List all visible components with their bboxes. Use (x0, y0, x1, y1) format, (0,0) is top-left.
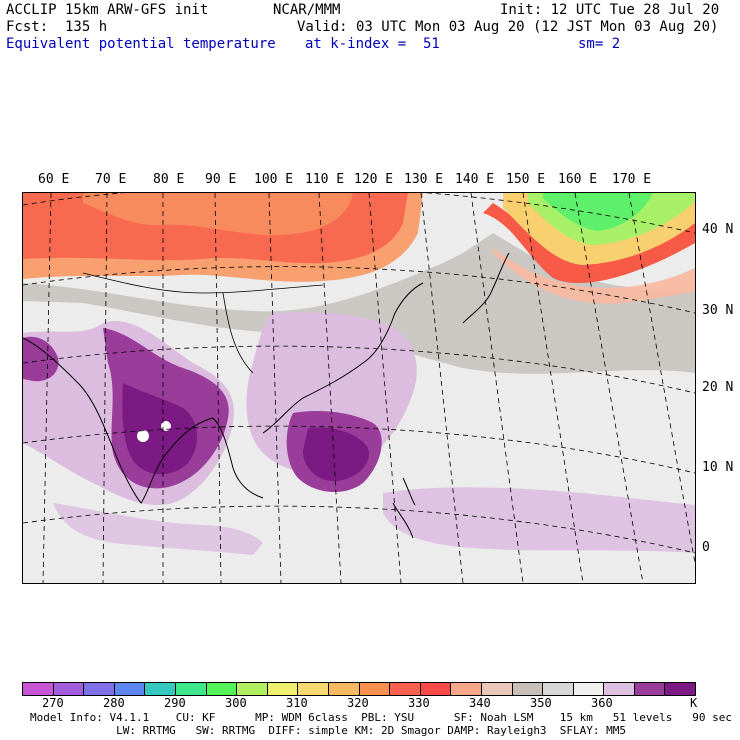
colorbar-cell-19 (604, 683, 635, 695)
colorbar-cell-21 (665, 683, 696, 695)
level-label: at k-index = 51 (305, 36, 440, 52)
colorbar-label-280: 280 (103, 696, 125, 710)
field-340k-pacific (493, 248, 695, 304)
field-365k-equatorial (53, 503, 263, 555)
colorbar-cell-15 (481, 683, 513, 695)
colorbar-label-300: 300 (225, 696, 247, 710)
lon-label-160e: 160 E (558, 172, 598, 187)
field-375k-south-china-sea (303, 427, 369, 482)
colorbar-cell-2 (84, 683, 115, 695)
lon-label-60e: 60 E (38, 172, 70, 187)
colorbar-cell-12 (390, 683, 421, 695)
field-350k-band (23, 233, 695, 374)
lon-label-170e: 170 E (612, 172, 652, 187)
lat-label-30n: 30 N (702, 303, 734, 318)
coastline-asia (23, 282, 424, 504)
forecast-hour: Fcst: 135 h (6, 19, 108, 35)
colorbar-label-360: 360 (591, 696, 613, 710)
graticule-parallels (23, 193, 695, 554)
colorbar-label-340: 340 (469, 696, 491, 710)
colorbar-cell-8 (267, 683, 299, 695)
coastline-philippines (392, 477, 416, 539)
colorbar-cell-16 (512, 683, 544, 695)
lon-label-100e: 100 E (254, 172, 294, 187)
lon-label-90e: 90 E (205, 172, 237, 187)
field-380k-spot-2 (161, 421, 171, 431)
colorbar-label-290: 290 (164, 696, 186, 710)
lat-label-10n: 10 N (702, 460, 734, 475)
colorbar-unit: K (690, 696, 698, 710)
colorbar-cell-14 (451, 683, 482, 695)
field-320k-center (83, 193, 353, 236)
field-330k-pacific (483, 203, 695, 284)
init-time: Init: 12 UTC Tue 28 Jul 20 (500, 2, 720, 18)
model-info-line-2: LW: RRTMG SW: RRTMG DIFF: simple KM: 2D … (30, 724, 627, 737)
coastline-japan (462, 252, 510, 324)
lon-label-80e: 80 E (153, 172, 185, 187)
lat-label-equator: 0 (702, 540, 710, 555)
model-title: ACCLIP 15km ARW-GFS init (6, 2, 209, 18)
lon-label-130e: 130 E (404, 172, 444, 187)
colorbar-cell-7 (237, 683, 268, 695)
field-375k-india (122, 383, 198, 475)
smoothing-label: sm= 2 (578, 36, 621, 52)
lon-label-70e: 70 E (95, 172, 127, 187)
valid-time: Valid: 03 UTC Mon 03 Aug 20 (12 JST Mon … (297, 19, 719, 35)
model-info-line-1: Model Info: V4.1.1 CU: KF MP: WDM 6class… (30, 711, 732, 724)
lon-label-140e: 140 E (455, 172, 495, 187)
colorbar-label-320: 320 (347, 696, 369, 710)
colorbar-cell-18 (573, 683, 605, 695)
colorbar-label-330: 330 (408, 696, 430, 710)
colorbar-cell-17 (543, 683, 574, 695)
field-370k-west (23, 336, 59, 382)
colorbar-cell-13 (420, 683, 452, 695)
colorbar-label-350: 350 (530, 696, 552, 710)
lon-label-110e: 110 E (305, 172, 345, 187)
organization-label: NCAR/MMM (273, 2, 341, 18)
colorbar-cell-20 (634, 683, 666, 695)
colorbar-label-270: 270 (42, 696, 64, 710)
lat-label-20n: 20 N (702, 380, 734, 395)
field-name: Equivalent potential temperature (6, 36, 276, 52)
colorbar (22, 682, 696, 696)
colorbar-cell-1 (53, 683, 85, 695)
colorbar-cell-5 (175, 683, 207, 695)
country-borders (82, 272, 324, 374)
theta-e-map (22, 192, 696, 584)
colorbar-cell-11 (359, 683, 391, 695)
lon-label-150e: 150 E (506, 172, 546, 187)
colorbar-label-310: 310 (286, 696, 308, 710)
colorbar-cell-10 (328, 683, 360, 695)
colorbar-cell-4 (145, 683, 176, 695)
colorbar-cell-6 (206, 683, 238, 695)
field-300k-north-pacific (543, 193, 653, 231)
field-380k-spot-1 (137, 430, 149, 442)
lon-label-120e: 120 E (354, 172, 394, 187)
lat-label-40n: 40 N (702, 222, 734, 237)
colorbar-cell-9 (298, 683, 329, 695)
colorbar-cell-3 (114, 683, 146, 695)
colorbar-cell-0 (23, 683, 54, 695)
graticule-meridians (42, 193, 695, 583)
